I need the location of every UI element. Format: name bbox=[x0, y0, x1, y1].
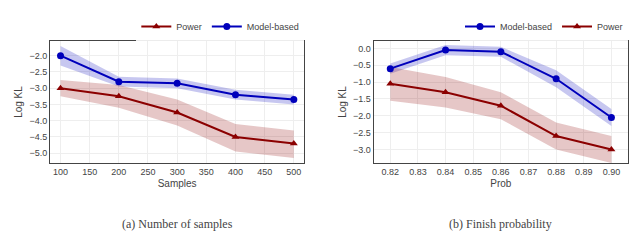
svg-text:−4.0: −4.0 bbox=[29, 116, 47, 126]
svg-text:−2.0: −2.0 bbox=[29, 51, 47, 61]
svg-text:0.0: 0.0 bbox=[358, 44, 371, 54]
svg-text:−3.5: −3.5 bbox=[29, 100, 47, 110]
svg-text:200: 200 bbox=[111, 167, 126, 177]
svg-text:−4.5: −4.5 bbox=[29, 132, 47, 142]
svg-text:Power: Power bbox=[176, 22, 202, 32]
svg-text:Power: Power bbox=[597, 22, 623, 32]
svg-text:0.90: 0.90 bbox=[603, 167, 621, 177]
svg-text:100: 100 bbox=[53, 167, 68, 177]
svg-text:0.86: 0.86 bbox=[492, 167, 510, 177]
svg-text:Model-based: Model-based bbox=[500, 22, 552, 32]
svg-text:Prob: Prob bbox=[490, 178, 512, 189]
svg-text:−2.5: −2.5 bbox=[29, 67, 47, 77]
svg-text:Samples: Samples bbox=[158, 178, 197, 189]
svg-text:−2.5: −2.5 bbox=[353, 128, 371, 138]
svg-text:−0.5: −0.5 bbox=[353, 60, 371, 70]
svg-text:Model-based: Model-based bbox=[247, 22, 299, 32]
svg-text:(a) Number of samples: (a) Number of samples bbox=[122, 217, 233, 231]
svg-text:−2.0: −2.0 bbox=[353, 111, 371, 121]
svg-text:(b) Finish probability: (b) Finish probability bbox=[449, 217, 552, 231]
svg-text:Log KL: Log KL bbox=[337, 86, 348, 118]
svg-text:250: 250 bbox=[140, 167, 155, 177]
svg-text:0.89: 0.89 bbox=[575, 167, 593, 177]
svg-text:0.85: 0.85 bbox=[464, 167, 482, 177]
svg-text:150: 150 bbox=[82, 167, 97, 177]
svg-text:Log KL: Log KL bbox=[13, 86, 24, 118]
svg-text:500: 500 bbox=[286, 167, 301, 177]
svg-text:−1.5: −1.5 bbox=[353, 94, 371, 104]
svg-text:0.84: 0.84 bbox=[437, 167, 455, 177]
svg-text:350: 350 bbox=[199, 167, 214, 177]
svg-text:−3.0: −3.0 bbox=[353, 145, 371, 155]
svg-text:0.88: 0.88 bbox=[547, 167, 565, 177]
svg-text:0.83: 0.83 bbox=[409, 167, 427, 177]
svg-text:400: 400 bbox=[228, 167, 243, 177]
svg-text:300: 300 bbox=[170, 167, 185, 177]
svg-text:−3.0: −3.0 bbox=[29, 83, 47, 93]
svg-text:0.82: 0.82 bbox=[382, 167, 400, 177]
svg-text:450: 450 bbox=[257, 167, 272, 177]
svg-text:0.87: 0.87 bbox=[520, 167, 538, 177]
svg-text:−5.0: −5.0 bbox=[29, 148, 47, 158]
svg-text:−1.0: −1.0 bbox=[353, 77, 371, 87]
